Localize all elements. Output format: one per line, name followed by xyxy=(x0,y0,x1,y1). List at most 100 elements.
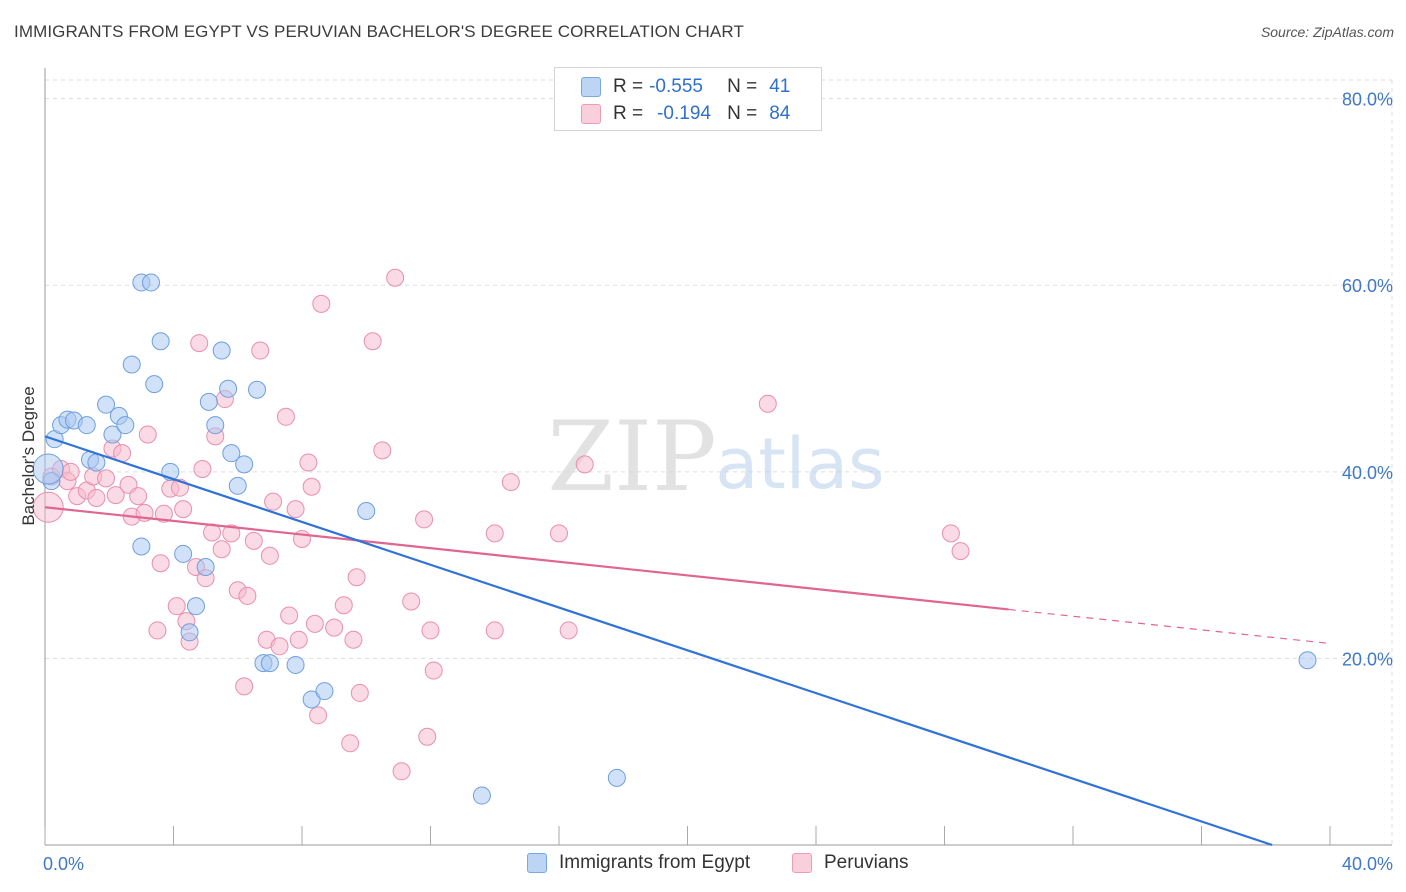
data-point xyxy=(607,768,626,787)
data-point xyxy=(758,394,777,413)
peru-swatch xyxy=(581,104,601,124)
data-point xyxy=(248,380,267,399)
egypt-swatch xyxy=(581,77,601,97)
data-point xyxy=(151,554,170,573)
data-point xyxy=(132,537,151,556)
data-point xyxy=(347,568,366,587)
data-point xyxy=(1298,651,1317,670)
data-point xyxy=(154,504,173,523)
data-point xyxy=(180,623,199,642)
data-point xyxy=(309,706,328,725)
n-value-peru: 84 xyxy=(769,103,791,124)
data-point xyxy=(302,477,321,496)
data-point xyxy=(186,597,205,616)
series-legend: Immigrants from Egypt Peruvians xyxy=(0,852,1406,878)
data-point xyxy=(97,469,116,488)
data-point xyxy=(138,425,157,444)
x-tick-label: 40.0% xyxy=(1342,854,1393,874)
data-point xyxy=(190,334,209,353)
data-point xyxy=(280,606,299,625)
data-point xyxy=(363,332,382,351)
data-point xyxy=(97,395,116,414)
correlation-legend: R = -0.555 N = 41 R = -0.194 N = 84 xyxy=(554,67,822,131)
n-label: N = xyxy=(727,76,758,97)
data-point xyxy=(238,586,257,605)
data-point xyxy=(276,407,295,426)
peru-swatch xyxy=(792,853,812,873)
data-point xyxy=(344,630,363,649)
data-point xyxy=(951,542,970,561)
data-point xyxy=(341,734,360,753)
y-tick-label: 20.0% xyxy=(1342,649,1393,669)
source-label: Source: ZipAtlas.com xyxy=(1260,24,1394,40)
data-point xyxy=(174,544,193,563)
data-point xyxy=(142,273,161,292)
data-point xyxy=(174,500,193,519)
data-point xyxy=(264,492,283,511)
legend-item-peru: Peruvians xyxy=(792,852,909,874)
data-point xyxy=(148,621,167,640)
data-point xyxy=(315,682,334,701)
peruvians-trend-line xyxy=(44,506,1009,611)
peruvians-points xyxy=(32,268,970,781)
egypt-swatch xyxy=(527,853,547,873)
data-point xyxy=(941,524,960,543)
y-tick-label: 60.0% xyxy=(1342,276,1393,296)
r-value-peru: -0.194 xyxy=(657,103,711,124)
r-value-egypt: -0.555 xyxy=(649,76,703,97)
data-point xyxy=(206,416,225,435)
legend-item-egypt: Immigrants from Egypt xyxy=(527,852,750,874)
data-point xyxy=(219,379,238,398)
data-point xyxy=(77,416,96,435)
data-point xyxy=(222,524,241,543)
n-label: N = xyxy=(727,103,758,124)
egypt-trend-line xyxy=(44,435,1273,847)
data-point xyxy=(421,621,440,640)
data-point xyxy=(559,621,578,640)
data-point xyxy=(386,268,405,287)
data-point xyxy=(357,502,376,521)
data-point xyxy=(334,596,353,615)
n-value-egypt: 41 xyxy=(769,76,791,97)
r-label: R = xyxy=(613,103,644,124)
data-point xyxy=(299,453,318,472)
data-point xyxy=(87,488,106,507)
data-point xyxy=(116,416,135,435)
data-point xyxy=(415,510,434,529)
data-point xyxy=(235,677,254,696)
tick-labels: 20.0% 40.0% 60.0% 80.0% 0.0% 40.0% xyxy=(43,90,1393,874)
y-tick-label: 40.0% xyxy=(1342,463,1393,483)
data-point xyxy=(106,486,125,505)
data-point xyxy=(270,637,289,656)
legend-row-peru: R = -0.194 N = 84 xyxy=(581,101,790,127)
data-point xyxy=(289,630,308,649)
data-point xyxy=(145,375,164,394)
data-point xyxy=(167,597,186,616)
data-point xyxy=(244,531,263,550)
data-point xyxy=(485,621,504,640)
data-point xyxy=(472,786,491,805)
peruvians-trend-line-extension xyxy=(1008,608,1331,645)
egypt-points xyxy=(32,273,1317,805)
data-point xyxy=(305,614,324,633)
data-point xyxy=(325,618,344,637)
chart-title: IMMIGRANTS FROM EGYPT VS PERUVIAN BACHEL… xyxy=(14,22,744,41)
data-point xyxy=(196,557,215,576)
data-point xyxy=(550,524,568,543)
watermark-atlas: atlas xyxy=(715,423,884,505)
data-point xyxy=(373,441,392,460)
data-point xyxy=(151,332,170,351)
data-point xyxy=(212,341,231,360)
data-point xyxy=(212,540,231,559)
data-point xyxy=(193,460,212,479)
data-point xyxy=(228,476,247,495)
data-point-large xyxy=(32,453,64,485)
data-point xyxy=(122,355,141,374)
data-point xyxy=(260,546,279,565)
data-point xyxy=(350,683,369,702)
y-axis-label: Bachelor's Degree xyxy=(19,386,38,525)
data-point xyxy=(61,462,80,481)
data-point xyxy=(260,654,279,673)
data-point xyxy=(286,500,305,519)
